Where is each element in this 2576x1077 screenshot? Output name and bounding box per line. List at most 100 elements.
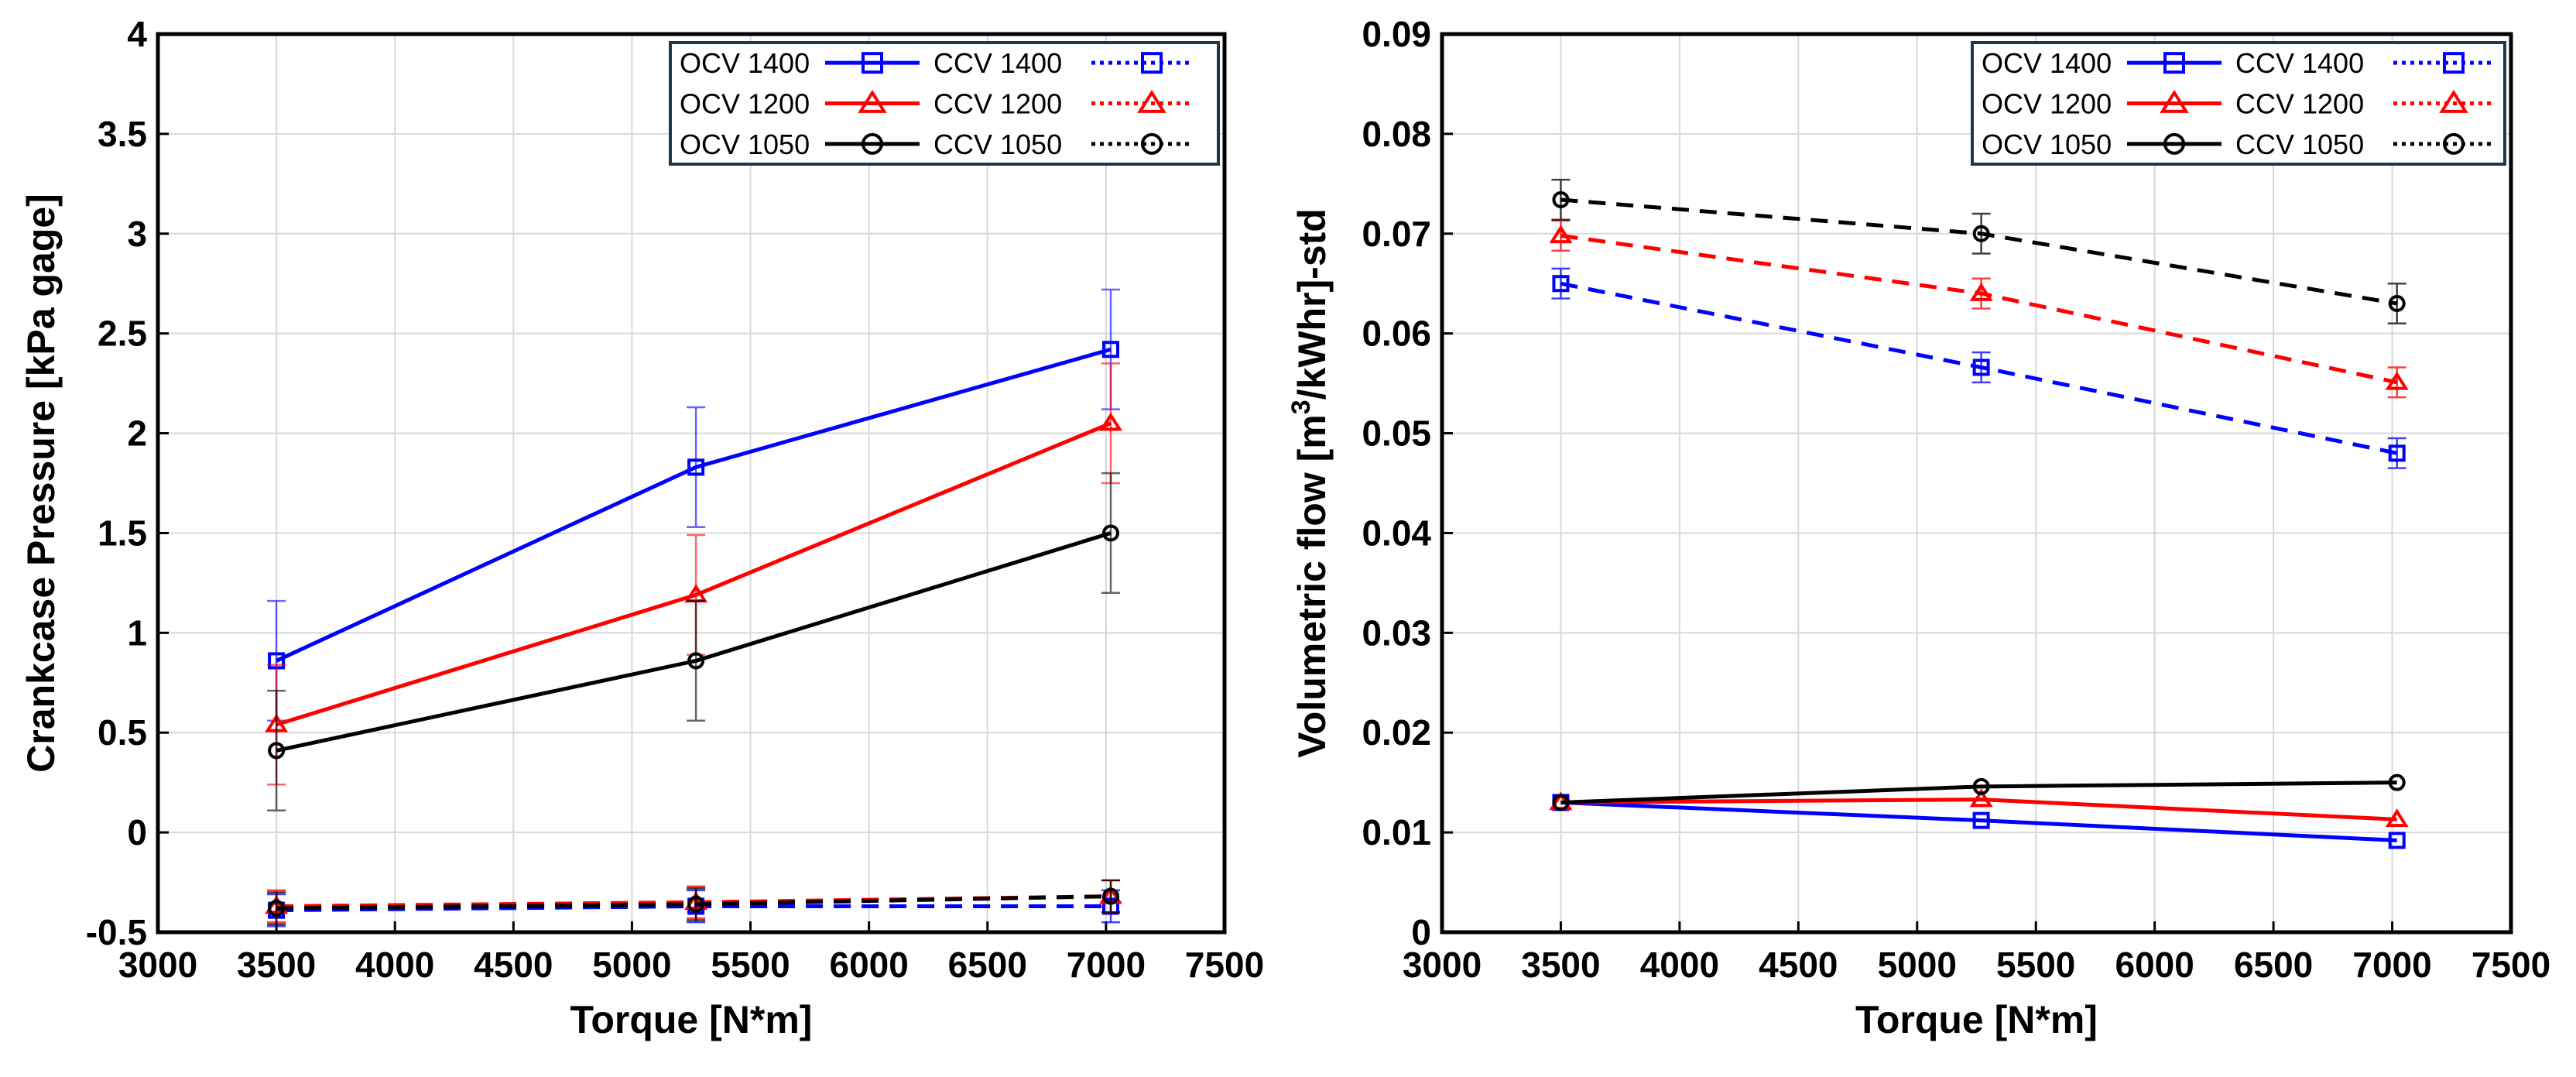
left-gridlines — [157, 33, 1225, 933]
left-x-tick-label: 5500 — [711, 945, 790, 985]
left-y-tick-label: 4 — [127, 14, 147, 54]
right-point-ccv-1050 — [2388, 295, 2406, 312]
right-y-tick-label: 0.09 — [1362, 14, 1431, 54]
left-legend-row-ocv-1200: OCV 1200 CCV 1200 — [680, 88, 1190, 120]
left-x-tick-label: 6000 — [829, 945, 908, 985]
left-legend-label-ccv: CCV 1050 — [933, 129, 1062, 160]
left-y-tick-label: 0 — [127, 812, 147, 852]
left-point-ocv-1200 — [1099, 412, 1123, 431]
left-point-ocv-1050 — [1102, 524, 1120, 542]
left-point-ocv-1050 — [687, 652, 705, 670]
right-x-axis-title: Torque [N*m] — [1855, 998, 2098, 1041]
left-legend-label-ocv: OCV 1400 — [680, 47, 810, 79]
right-y-tick-label: 0.06 — [1362, 314, 1431, 354]
left-y-axis-title: Crankcase Pressure [kPa gage] — [19, 194, 63, 773]
right-point-ccv-1400 — [2388, 444, 2406, 462]
right-series-ccv-1050 — [1551, 178, 2406, 325]
right-y-tick-label: 0.05 — [1362, 413, 1431, 454]
right-point-ccv-1200 — [1549, 225, 1573, 244]
right-y-tick-label: 0.02 — [1362, 712, 1431, 753]
right-point-ocv-1050 — [1972, 777, 1990, 795]
right-error-bar-ccv-1050 — [1551, 178, 1571, 221]
right-legend-box — [1971, 41, 2506, 166]
right-line-ocv-1400 — [1560, 800, 2397, 842]
right-legend-label-ccv: CCV 1400 — [2235, 47, 2364, 79]
left-legend-marker-solid — [858, 89, 887, 113]
right-series-ccv-1400 — [1551, 267, 2406, 469]
right-point-ccv-1200 — [1969, 283, 1993, 301]
right-point-ocv-1400 — [1972, 811, 1990, 829]
left-y-ticks: -0.5 0 0.5 1 1.5 2 2.5 3 3.5 4 — [86, 14, 169, 952]
right-y-tick-label: 0 — [1411, 912, 1431, 952]
left-y-tick-label: 3.5 — [98, 114, 147, 154]
right-x-tick-label: 3000 — [1403, 945, 1482, 985]
left-line-ocv-1200 — [276, 421, 1112, 727]
right-legend-row-ocv-1200: OCV 1200 CCV 1200 — [1982, 88, 2492, 120]
right-plot-frame — [1440, 32, 2513, 935]
right-x-tick-label: 4500 — [1759, 945, 1838, 985]
right-y-tick-label: 0.08 — [1362, 114, 1431, 154]
right-line-ocv-1050 — [1560, 780, 2397, 804]
right-y-tick-label: 0.03 — [1362, 612, 1431, 653]
right-chart: 3000 3500 4000 4500 5000 5500 6000 6500 7000 7500… — [1286, 14, 2550, 1041]
right-legend-label-ocv: OCV 1400 — [1982, 47, 2112, 79]
right-legend-marker-dotted — [2439, 89, 2468, 113]
right-legend-row-ocv-1050: OCV 1050 CCV 1050 — [1982, 129, 2492, 160]
left-x-tick-label: 4000 — [355, 945, 434, 985]
left-plot-frame — [156, 32, 1227, 935]
right-legend-label-ocv: OCV 1200 — [1982, 88, 2112, 120]
right-legend-label-ocv: OCV 1050 — [1982, 129, 2112, 160]
right-point-ocv-1050 — [1552, 794, 1570, 811]
left-point-ccv-1050 — [268, 900, 286, 918]
left-legend-label-ccv: CCV 1200 — [933, 88, 1062, 120]
right-legend-marker-solid — [2160, 89, 2189, 113]
left-legend-marker-solid — [862, 52, 883, 74]
right-legend-row-ocv-1400: OCV 1400 CCV 1400 — [1982, 47, 2492, 79]
right-line-ccv-1050 — [1560, 197, 2398, 306]
right-legend-label-ccv: CCV 1050 — [2235, 129, 2364, 160]
left-x-tick-label: 5000 — [592, 945, 671, 985]
right-point-ccv-1400 — [1972, 358, 1990, 376]
right-point-ocv-1400 — [2388, 832, 2406, 849]
right-x-tick-label: 6000 — [2115, 945, 2194, 985]
left-legend-row-ocv-1050: OCV 1050 CCV 1050 — [680, 129, 1190, 160]
right-line-ccv-1400 — [1560, 281, 2398, 455]
left-x-tick-label: 3000 — [118, 945, 197, 985]
right-y-axis-title: Volumetric flow [m3/kWhr]-std — [1286, 208, 1334, 758]
right-point-ccv-1050 — [1972, 225, 1990, 242]
right-x-ticks: 3000 3500 4000 4500 5000 5500 6000 6500 7000 7500 — [1403, 921, 2550, 985]
right-x-tick-label: 4000 — [1640, 945, 1719, 985]
left-legend-label-ccv: CCV 1400 — [933, 47, 1062, 79]
left-error-bar-ccv-1050 — [1101, 879, 1121, 914]
right-point-ocv-1200 — [1969, 788, 1993, 808]
right-x-tick-label: 6500 — [2234, 945, 2313, 985]
left-y-tick-label: 3 — [127, 214, 147, 254]
right-legend-marker-dotted — [2443, 132, 2465, 155]
right-point-ccv-1050 — [1552, 190, 1570, 208]
right-point-ocv-1050 — [2388, 773, 2406, 791]
right-point-ocv-1200 — [2385, 808, 2409, 828]
left-legend-row-ocv-1400: OCV 1400 CCV 1400 — [680, 47, 1190, 79]
right-legend: OCV 1400 CCV 1400 OCV 1200 CCV 1200 OCV 1050… — [1971, 41, 2506, 166]
left-legend-label-ocv: OCV 1200 — [680, 88, 810, 120]
left-x-tick-label: 7500 — [1185, 945, 1264, 985]
right-x-tick-label: 7500 — [2472, 945, 2550, 985]
left-point-ocv-1400 — [1102, 341, 1120, 358]
left-y-tick-label: 1.5 — [98, 513, 147, 553]
left-y-tick-label: 2.5 — [98, 314, 147, 354]
left-x-tick-label: 7000 — [1067, 945, 1146, 985]
right-point-ccv-1400 — [1552, 275, 1570, 293]
right-series-ocv-1050 — [1552, 773, 2406, 811]
right-legend-marker-solid — [2163, 52, 2185, 74]
right-series-ccv-1200 — [1549, 219, 2409, 399]
left-line-ocv-1400 — [276, 347, 1112, 663]
left-line-ccv-1050 — [276, 894, 1112, 911]
left-point-ccv-1050 — [687, 895, 705, 913]
left-series-ccv-1050 — [267, 879, 1121, 925]
right-y-tick-label: 0.01 — [1362, 812, 1431, 852]
left-x-tick-label: 4500 — [474, 945, 553, 985]
left-point-ocv-1050 — [268, 742, 286, 760]
left-y-tick-label: 0.5 — [98, 712, 147, 753]
right-line-ocv-1200 — [1560, 797, 2397, 821]
